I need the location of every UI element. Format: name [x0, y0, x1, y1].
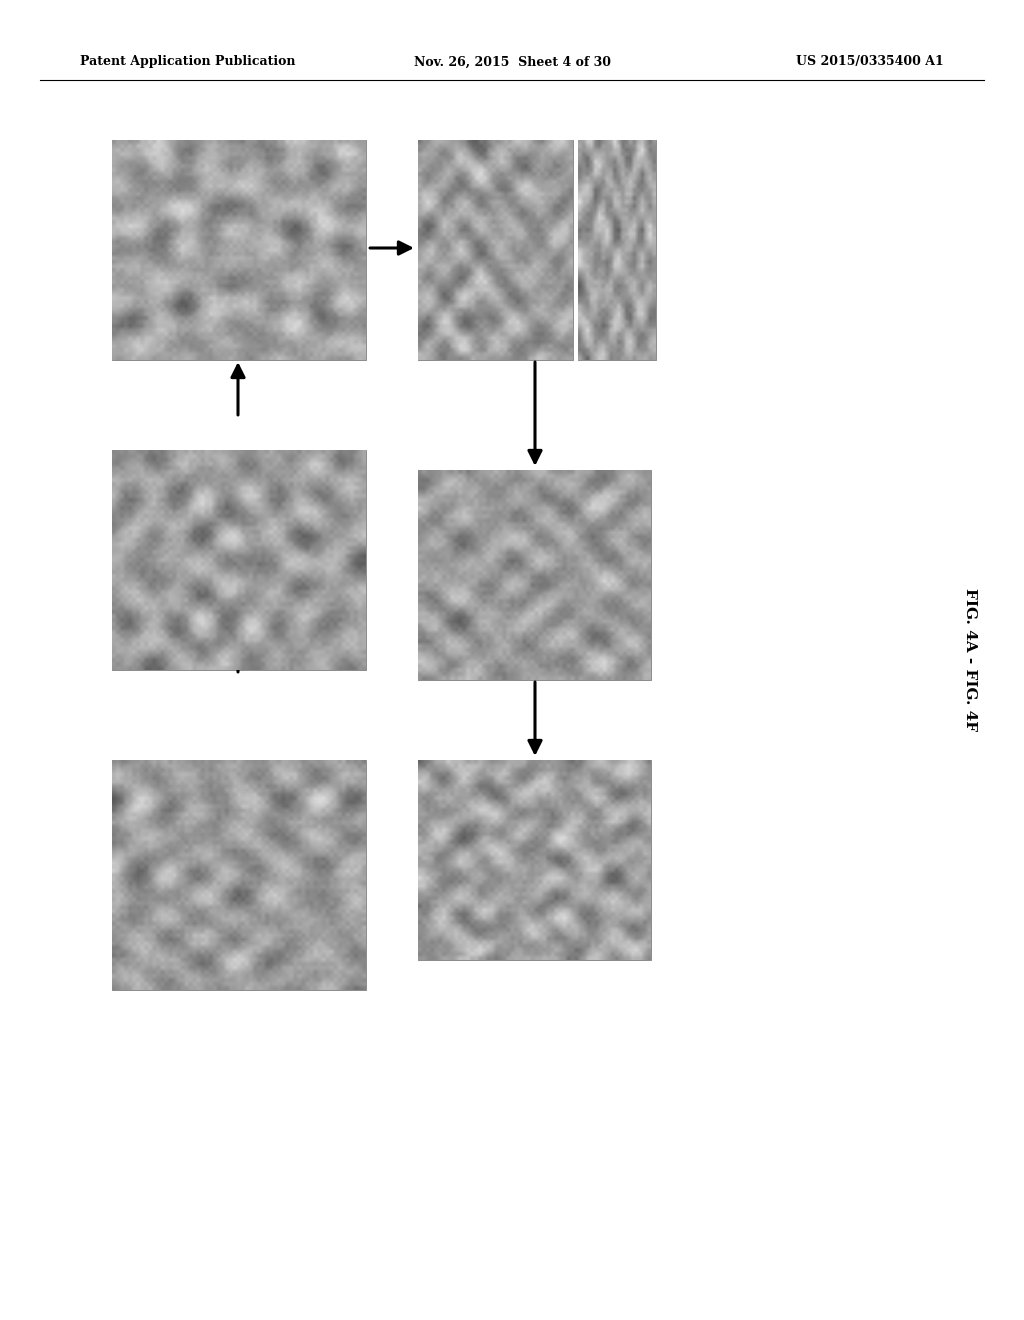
Bar	[112, 450, 366, 671]
Bar	[418, 760, 651, 960]
Text: D: D	[423, 337, 438, 355]
Text: Patent Application Publication: Patent Application Publication	[80, 55, 296, 69]
Bar	[418, 140, 573, 360]
Text: Nov. 26, 2015  Sheet 4 of 30: Nov. 26, 2015 Sheet 4 of 30	[414, 55, 610, 69]
Bar	[112, 760, 366, 990]
Text: B: B	[117, 647, 132, 665]
Bar	[418, 470, 651, 680]
Bar	[112, 140, 366, 360]
Text: E: E	[423, 657, 436, 675]
Text: A: A	[117, 968, 131, 985]
Text: C: C	[117, 337, 131, 355]
Text: US 2015/0335400 A1: US 2015/0335400 A1	[797, 55, 944, 69]
Text: F: F	[423, 937, 436, 954]
Text: FIG. 4A - FIG. 4F: FIG. 4A - FIG. 4F	[963, 589, 977, 731]
Bar	[578, 140, 656, 360]
